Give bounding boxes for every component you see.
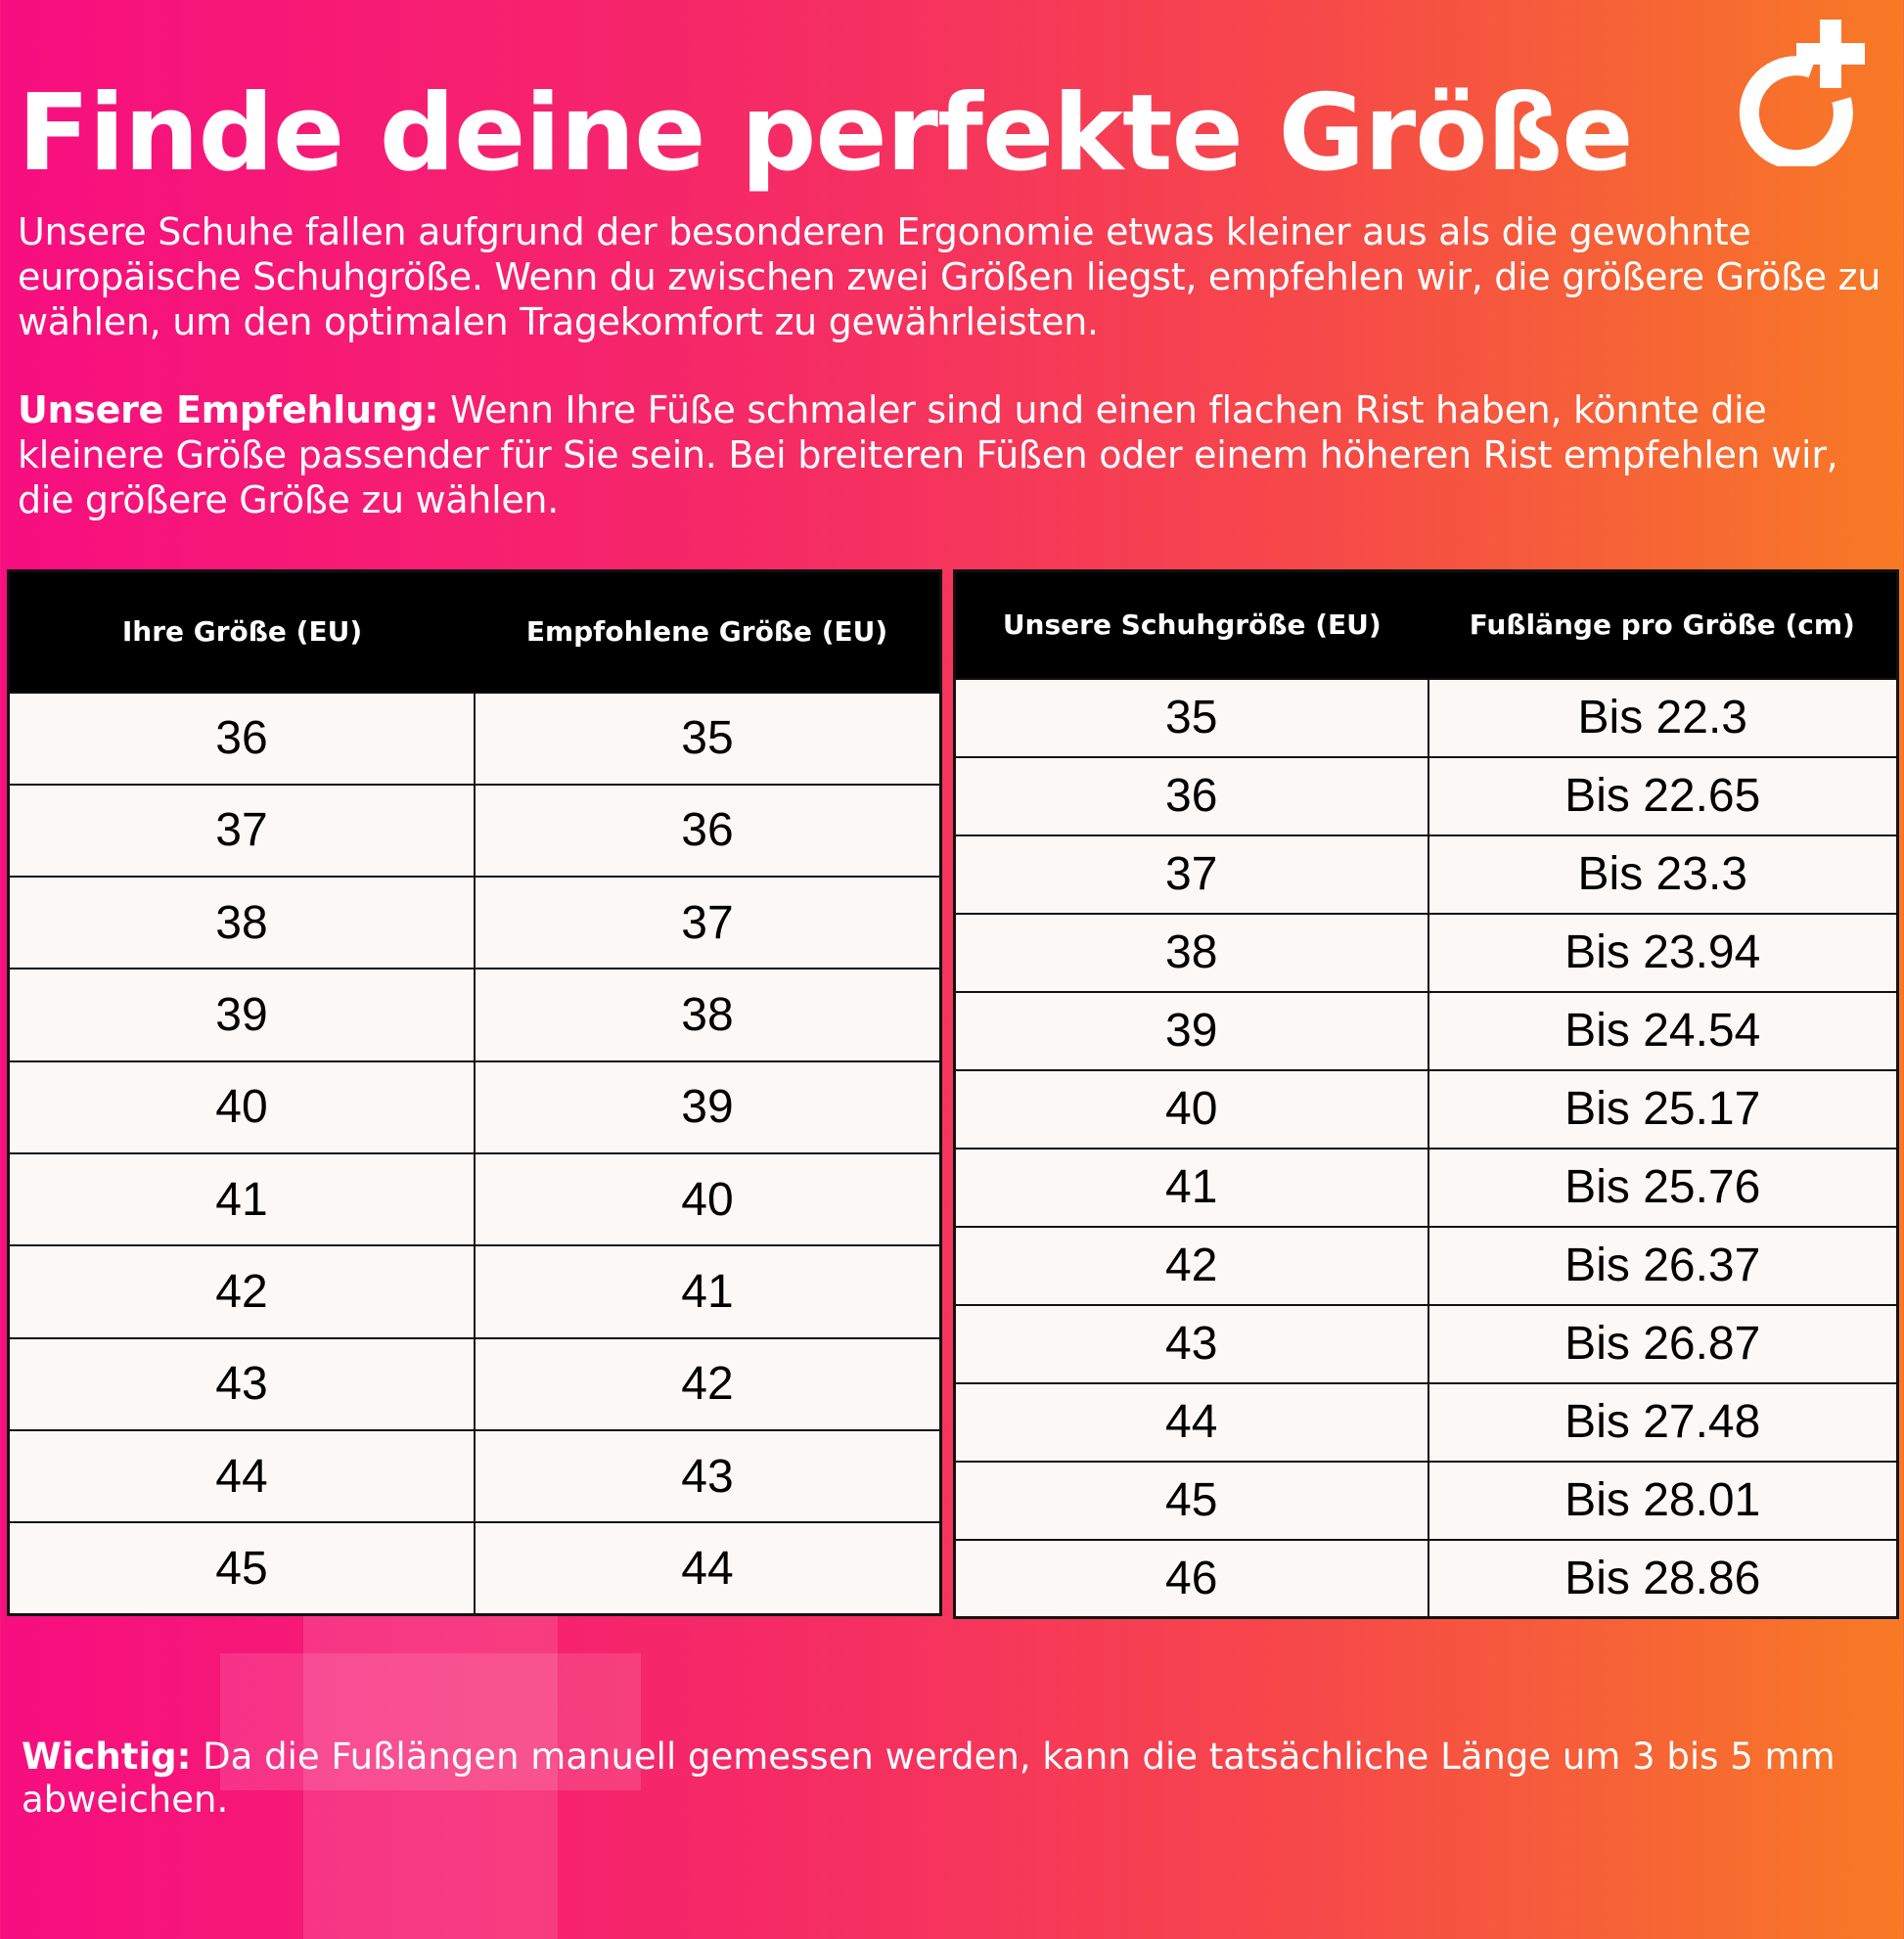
table-row: 38 37	[7, 876, 942, 970]
header-recommended-size: Empfohlene Größe (EU)	[475, 570, 941, 693]
table-cell: 42	[7, 1244, 476, 1339]
table-row: 40 39	[7, 1060, 942, 1154]
table-cell: Bis 25.17	[1427, 1068, 1899, 1150]
logo-circle-plus-icon	[1739, 20, 1865, 166]
footer-text: Da die Fußlängen manuell gemessen werden…	[22, 1736, 1836, 1821]
background-plus-decoration-bar	[220, 1653, 641, 1790]
table-row: 45 Bis 28.01	[953, 1460, 1899, 1541]
table-row: 39 38	[7, 968, 942, 1062]
table-cell: Bis 22.3	[1427, 677, 1899, 758]
table-row: 44 43	[7, 1428, 942, 1524]
table-cell: 39	[7, 968, 476, 1062]
table-row: 36 35	[7, 691, 942, 786]
table-cell: 37	[953, 834, 1429, 915]
table-cell: Bis 28.86	[1427, 1538, 1899, 1619]
table-cell: Bis 26.87	[1427, 1303, 1899, 1384]
intro-text: Unsere Schuhe fallen aufgrund der besond…	[18, 210, 1881, 343]
table-cell: 35	[474, 691, 942, 786]
table-cell: 40	[474, 1151, 942, 1247]
table-cell: 39	[474, 1060, 942, 1154]
table-row: 36 Bis 22.65	[953, 755, 1899, 836]
table-cell: 40	[953, 1068, 1429, 1150]
table-cell: 44	[953, 1381, 1429, 1463]
foot-length-table: Unsere Schuhgröße (EU) Fußlänge pro Größ…	[953, 569, 1899, 1619]
table-cell: Bis 22.65	[1427, 755, 1899, 836]
table-cell: 36	[474, 783, 942, 879]
table-row: 41 Bis 25.76	[953, 1147, 1899, 1228]
table-cell: 38	[474, 968, 942, 1062]
recommendation-text: Unsere Empfehlung: Wenn Ihre Füße schmal…	[18, 387, 1896, 522]
table-cell: 39	[953, 990, 1429, 1071]
table-row: 35 Bis 22.3	[953, 677, 1899, 758]
table-cell: 36	[7, 691, 476, 786]
table-row: 37 Bis 23.3	[953, 834, 1899, 915]
size-conversion-table: Ihre Größe (EU) Empfohlene Größe (EU) 36…	[7, 569, 942, 1616]
table-cell: 43	[474, 1428, 942, 1524]
page-title: Finde deine perfekte Größe	[18, 72, 1634, 195]
table-cell: 41	[953, 1147, 1429, 1228]
background-plus-decoration	[303, 1616, 558, 1939]
header-foot-length: Fußlänge pro Größe (cm)	[1428, 570, 1898, 679]
table-row: 40 Bis 25.17	[953, 1068, 1899, 1150]
table-row: 45 44	[7, 1521, 942, 1616]
footer-note: Wichtig: Da die Fußlängen manuell gemess…	[22, 1736, 1890, 1822]
table-cell: 45	[953, 1460, 1429, 1541]
table-cell: 44	[474, 1521, 942, 1616]
recommendation-label: Unsere Empfehlung:	[18, 388, 439, 431]
table-row: 37 36	[7, 783, 942, 879]
table-cell: Bis 27.48	[1427, 1381, 1899, 1463]
header-our-size: Unsere Schuhgröße (EU)	[954, 570, 1428, 679]
table-cell: 37	[474, 876, 942, 970]
recommendation-body: Wenn Ihre Füße schmaler sind und einen f…	[18, 388, 1838, 521]
table-cell: Bis 26.37	[1427, 1225, 1899, 1306]
table-row: 39 Bis 24.54	[953, 990, 1899, 1071]
table-cell: 40	[7, 1060, 476, 1154]
table-row: 43 42	[7, 1336, 942, 1431]
table-row: 38 Bis 23.94	[953, 912, 1899, 993]
table-cell: 43	[953, 1303, 1429, 1384]
table-row: 43 Bis 26.87	[953, 1303, 1899, 1384]
table-cell: 45	[7, 1521, 476, 1616]
table-row: 46 Bis 28.86	[953, 1538, 1899, 1619]
table-cell: Bis 28.01	[1427, 1460, 1899, 1541]
footer-label: Wichtig:	[22, 1736, 192, 1778]
table-cell: 41	[7, 1151, 476, 1247]
table-cell: 38	[7, 876, 476, 970]
table-row: 42 41	[7, 1244, 942, 1339]
table-cell: Bis 23.3	[1427, 834, 1899, 915]
table-cell: 44	[7, 1428, 476, 1524]
table-cell: 37	[7, 783, 476, 879]
table-cell: 38	[953, 912, 1429, 993]
table-cell: 46	[953, 1538, 1429, 1619]
table-row: 41 40	[7, 1151, 942, 1247]
table-cell: 42	[953, 1225, 1429, 1306]
table-cell: Bis 24.54	[1427, 990, 1899, 1071]
table-cell: 41	[474, 1244, 942, 1339]
table-cell: 36	[953, 755, 1429, 836]
table-cell: 43	[7, 1336, 476, 1431]
table-row: 44 Bis 27.48	[953, 1381, 1899, 1463]
table-row: 42 Bis 26.37	[953, 1225, 1899, 1306]
table-cell: 35	[953, 677, 1429, 758]
header-your-size: Ihre Größe (EU)	[8, 570, 475, 693]
table-cell: Bis 25.76	[1427, 1147, 1899, 1228]
table-cell: Bis 23.94	[1427, 912, 1899, 993]
table-cell: 42	[474, 1336, 942, 1431]
